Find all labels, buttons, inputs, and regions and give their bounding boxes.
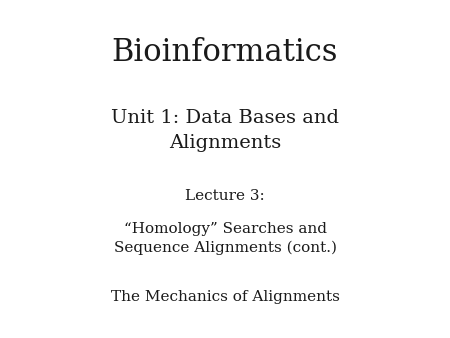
Text: Lecture 3:: Lecture 3: <box>185 189 265 203</box>
Text: The Mechanics of Alignments: The Mechanics of Alignments <box>111 290 339 305</box>
Text: Bioinformatics: Bioinformatics <box>112 37 338 68</box>
Text: “Homology” Searches and
Sequence Alignments (cont.): “Homology” Searches and Sequence Alignme… <box>113 222 337 255</box>
Text: Unit 1: Data Bases and
Alignments: Unit 1: Data Bases and Alignments <box>111 108 339 152</box>
